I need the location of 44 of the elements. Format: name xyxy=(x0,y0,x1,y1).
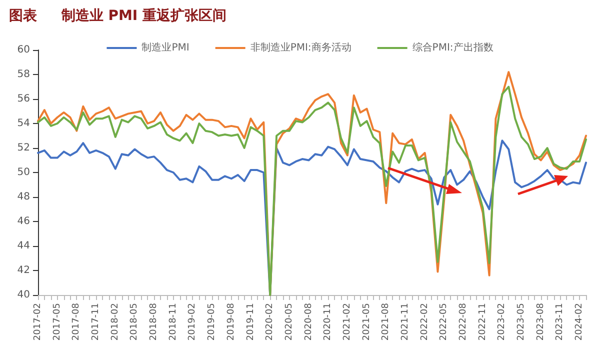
x-tick-label: 2020-05 xyxy=(284,303,294,341)
y-tick-label: 46 xyxy=(17,216,30,227)
y-tick-label: 48 xyxy=(17,192,30,202)
legend-label: 制造业PMI xyxy=(142,42,190,54)
y-tick-label: 60 xyxy=(17,44,30,56)
x-tick-label: 2017-02 xyxy=(33,303,43,341)
x-tick-label: 2022-05 xyxy=(439,303,450,341)
x-tick-label: 2023-11 xyxy=(555,303,566,341)
x-tick-label: 2021-02 xyxy=(342,303,352,341)
x-tick-label: 2022-08 xyxy=(458,302,469,341)
x-tick-label: 2019-11 xyxy=(246,303,256,341)
y-tick-label: 40 xyxy=(17,290,30,300)
x-tick-label: 2023-02 xyxy=(497,303,508,341)
y-tick-label: 44 xyxy=(17,240,30,252)
x-tick-label: 2018-11 xyxy=(168,303,178,341)
x-tick-label: 2023-08 xyxy=(536,302,546,341)
x-tick-label: 2017-11 xyxy=(91,303,102,341)
x-tick-label: 2020-11 xyxy=(323,303,334,341)
x-tick-label: 2021-11 xyxy=(400,303,410,341)
x-tick-label: 2019-05 xyxy=(207,303,218,341)
y-tick-label: 54 xyxy=(17,118,30,129)
x-tick-label: 2018-02 xyxy=(110,303,120,341)
chart-title: 图表 制造业 PMI 重返扩张区间 xyxy=(9,7,227,24)
x-tick-label: 2018-05 xyxy=(130,303,140,341)
x-tick-label: 2022-02 xyxy=(420,303,430,341)
x-tick-label: 2024-02 xyxy=(574,303,585,341)
x-tick-label: 2019-02 xyxy=(188,303,198,341)
y-tick-label: 56 xyxy=(17,94,30,104)
x-tick-label: 2017-08 xyxy=(72,302,82,341)
x-tick-label: 2021-05 xyxy=(362,303,372,341)
x-tick-label: 2020-08 xyxy=(304,302,314,341)
y-tick-label: 52 xyxy=(17,142,30,154)
legend-label: 非制造业PMI:商务活动 xyxy=(250,42,352,54)
x-tick-label: 2022-11 xyxy=(478,303,488,341)
x-tick-label: 2017-05 xyxy=(52,303,62,341)
x-tick-label: 2018-08 xyxy=(149,302,160,341)
legend-label: 综合PMI:产出指数 xyxy=(412,42,494,54)
x-tick-label: 2019-08 xyxy=(226,302,236,341)
y-tick-label: 58 xyxy=(17,69,30,80)
y-tick-label: 50 xyxy=(17,167,30,178)
y-tick-label: 42 xyxy=(17,265,30,276)
x-tick-label: 2020-02 xyxy=(265,303,276,341)
x-tick-label: 2023-05 xyxy=(516,303,527,341)
x-tick-label: 2021-08 xyxy=(381,302,392,341)
